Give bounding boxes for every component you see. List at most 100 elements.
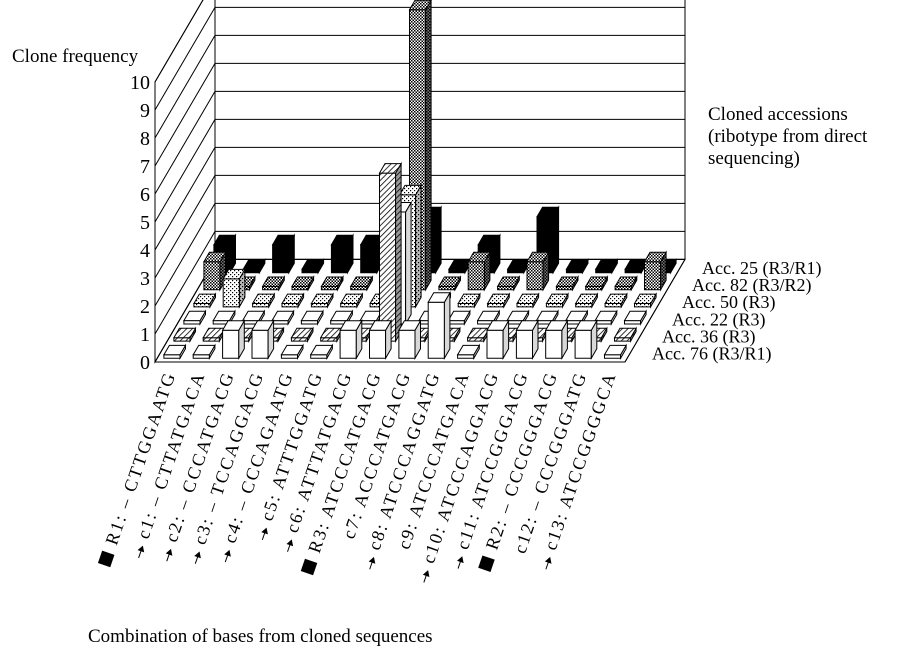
y-tick-label: 10 [130, 72, 150, 94]
bar [183, 309, 207, 326]
bar [486, 318, 510, 361]
bar [447, 309, 471, 326]
bar [310, 292, 334, 309]
bar [309, 343, 334, 361]
side-wall [154, 0, 216, 364]
gridline [154, 118, 685, 223]
bar [526, 250, 550, 292]
bar [594, 258, 619, 275]
bar [457, 292, 481, 309]
bar [378, 161, 402, 343]
y-tick-label: 2 [140, 296, 150, 318]
y-tick-label: 7 [140, 156, 150, 178]
bar [398, 318, 422, 361]
y-axis-title: Clone frequency [12, 46, 139, 67]
bar [251, 318, 275, 361]
bar [192, 343, 216, 361]
gridline [154, 230, 685, 335]
bar [476, 309, 501, 326]
bar [574, 292, 599, 309]
bar [643, 250, 667, 292]
gridline [154, 6, 685, 111]
y-tick-label: 6 [140, 184, 150, 206]
bar [339, 292, 364, 309]
gridline [154, 0, 204, 83]
bar [623, 309, 647, 326]
bar [535, 309, 559, 326]
bar [300, 309, 324, 326]
legend-entry: Acc. 82 (R3/R2) [692, 275, 811, 296]
y-tick-label: 3 [140, 268, 150, 290]
bar [271, 233, 296, 275]
y-tick-label: 0 [140, 352, 150, 374]
square-marker-icon [300, 558, 318, 576]
bar [291, 275, 315, 292]
bar [633, 292, 657, 309]
bar [604, 292, 628, 309]
y-tick-label: 5 [140, 212, 150, 234]
bar [594, 309, 618, 326]
bar [368, 318, 392, 361]
bar [603, 343, 627, 361]
bar [271, 309, 295, 326]
bar [613, 326, 637, 343]
floor-edge [624, 259, 686, 363]
legend-title-line: (ribotype from direct [708, 126, 868, 147]
bar [221, 318, 246, 361]
x-axis-title: Combination of bases from cloned sequenc… [88, 626, 433, 647]
gridline [154, 174, 685, 279]
bar [466, 326, 491, 343]
y-tick-label: 1 [140, 324, 150, 346]
bar [486, 292, 511, 309]
gridline [154, 62, 685, 167]
gridline [154, 202, 685, 307]
bar [506, 258, 531, 275]
bar [290, 326, 314, 343]
legend-title: Cloned accessions (ribotype from direct … [708, 104, 867, 170]
bar [301, 258, 325, 275]
bar [496, 275, 521, 292]
bar [427, 290, 451, 361]
legend-entry: Acc. 25 (R3/R1) [702, 258, 821, 279]
bar [565, 258, 589, 275]
legend-title-line: sequencing) [708, 148, 800, 169]
bar [574, 318, 598, 361]
bar [545, 292, 569, 309]
bar [564, 309, 589, 326]
square-marker-icon [97, 550, 115, 568]
bar [467, 250, 491, 292]
bar [193, 292, 217, 309]
bar [163, 343, 187, 361]
bar [339, 318, 363, 361]
legend-entry: Acc. 76 (R3/R1) [652, 343, 771, 364]
y-tick-label: 8 [140, 128, 150, 150]
back-wall [214, 0, 686, 260]
bar [203, 250, 227, 292]
bar [516, 292, 540, 309]
bar [222, 267, 246, 309]
bar [320, 275, 344, 292]
bar [261, 275, 286, 292]
gridline [154, 146, 685, 251]
bar [584, 275, 609, 292]
bar [438, 275, 462, 292]
bar [281, 292, 305, 309]
bar [173, 326, 197, 343]
bar [280, 343, 304, 361]
bar [251, 292, 276, 309]
bar [448, 258, 472, 275]
bar [544, 318, 569, 361]
legend-entry: Acc. 22 (R3) [672, 309, 765, 330]
gridline [154, 34, 685, 139]
legend-entry: Acc. 36 (R3) [662, 326, 755, 347]
legend-entry: Acc. 50 (R3) [682, 292, 775, 313]
legend-title-line: Cloned accessions [708, 104, 848, 125]
bar [614, 275, 638, 292]
bar [330, 233, 354, 275]
bar [349, 275, 374, 292]
bar [456, 343, 481, 361]
bar [624, 258, 648, 275]
bar [242, 258, 266, 275]
